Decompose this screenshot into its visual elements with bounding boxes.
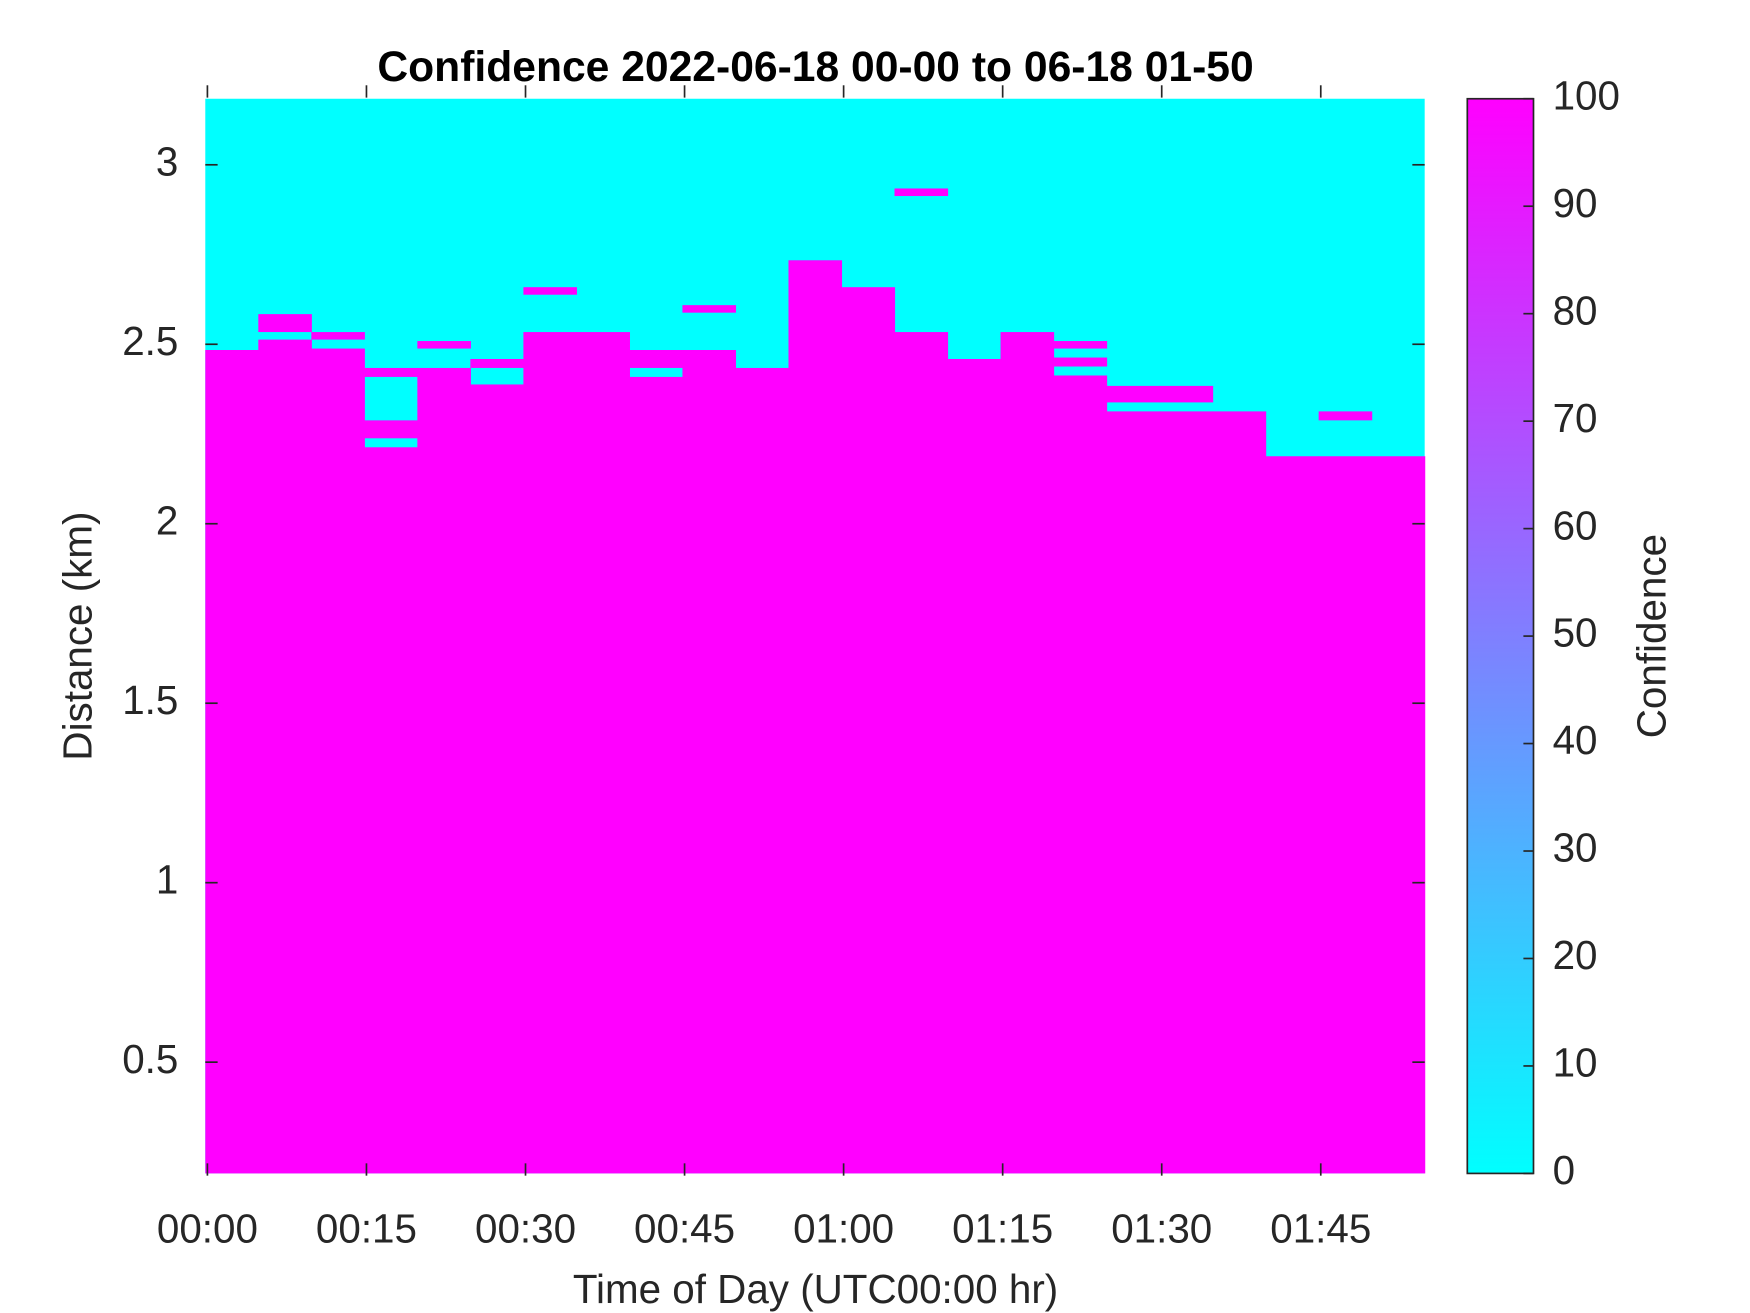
heatmap-cell bbox=[629, 350, 684, 368]
heatmap-cell bbox=[1159, 411, 1214, 1174]
heatmap-cell bbox=[1318, 456, 1373, 1174]
heatmap-cell bbox=[1106, 385, 1161, 403]
heatmap-cell bbox=[1265, 456, 1320, 1174]
heatmap-cell bbox=[470, 358, 524, 368]
heatmap-cell bbox=[311, 348, 365, 1174]
colorbar bbox=[1466, 97, 1535, 1175]
heatmap-cell bbox=[258, 314, 312, 333]
heatmap-cell bbox=[947, 358, 1002, 1174]
heatmap-cell bbox=[1053, 341, 1108, 349]
heatmap-cell bbox=[364, 367, 418, 377]
heatmap-cell bbox=[417, 341, 471, 349]
heatmap-cell bbox=[364, 447, 418, 1174]
y-tick-label: 1.5 bbox=[122, 677, 178, 723]
heatmap-cell bbox=[576, 332, 630, 1174]
y-tick-label: 3 bbox=[156, 138, 178, 184]
heatmap-cell bbox=[841, 287, 896, 1174]
x-tick-label: 00:45 bbox=[634, 1205, 735, 1251]
heatmap-cell bbox=[1000, 332, 1055, 1174]
heatmap-cell bbox=[1053, 375, 1108, 1174]
x-tick-label: 00:15 bbox=[316, 1205, 417, 1251]
heatmap-cell bbox=[1212, 411, 1267, 1174]
heatmap-cell bbox=[1053, 357, 1108, 367]
colorbar-tick-label: 50 bbox=[1553, 610, 1598, 656]
x-tick-label: 01:00 bbox=[793, 1205, 894, 1251]
chart-title: Confidence 2022-06-18 00-00 to 06-18 01-… bbox=[377, 43, 1253, 91]
x-tick-label: 01:30 bbox=[1111, 1205, 1212, 1251]
heatmap-cell bbox=[205, 350, 259, 1174]
x-tick-label: 01:15 bbox=[952, 1205, 1053, 1251]
heatmap bbox=[205, 98, 1426, 1174]
colorbar-tick-label: 100 bbox=[1553, 72, 1620, 118]
heatmap-cell bbox=[682, 350, 737, 1174]
colorbar-tick-label: 10 bbox=[1553, 1040, 1598, 1086]
x-tick-label: 01:45 bbox=[1270, 1205, 1371, 1251]
heatmap-cell bbox=[894, 332, 949, 1174]
colorbar-tick-label: 0 bbox=[1553, 1147, 1575, 1193]
heatmap-cell bbox=[364, 420, 418, 439]
heatmap-cell bbox=[894, 188, 949, 197]
heatmap-cell bbox=[258, 339, 312, 1174]
x-axis-label: Time of Day (UTC00:00 hr) bbox=[573, 1266, 1058, 1312]
colorbar-tick-label: 60 bbox=[1553, 502, 1598, 548]
heatmap-cell bbox=[629, 376, 684, 1174]
y-tick-label: 2 bbox=[156, 497, 178, 543]
colorbar-tick-label: 80 bbox=[1553, 287, 1598, 333]
colorbar-label: Confidence bbox=[1628, 534, 1674, 738]
x-tick-label: 00:00 bbox=[157, 1205, 258, 1251]
colorbar-tick-label: 30 bbox=[1553, 825, 1598, 871]
y-tick-label: 0.5 bbox=[122, 1036, 178, 1082]
heatmap-cell bbox=[1318, 411, 1373, 421]
heatmap-cell bbox=[1159, 385, 1214, 403]
heatmap-cell bbox=[1106, 411, 1161, 1174]
colorbar-tick-label: 70 bbox=[1553, 395, 1598, 441]
heatmap-cell bbox=[1371, 456, 1426, 1174]
colorbar-tick-label: 90 bbox=[1553, 180, 1598, 226]
heatmap-cell bbox=[311, 332, 365, 340]
colorbar-tick-label: 20 bbox=[1553, 932, 1598, 978]
heatmap-cell bbox=[788, 260, 843, 1174]
heatmap-cell bbox=[417, 367, 471, 1174]
heatmap-cell bbox=[682, 305, 737, 313]
heatmap-cell bbox=[523, 287, 577, 295]
y-tick-label: 1 bbox=[156, 856, 178, 902]
x-tick-label: 00:30 bbox=[475, 1205, 576, 1251]
heatmap-cell bbox=[735, 367, 790, 1174]
y-axis-label: Distance (km) bbox=[54, 512, 100, 761]
y-tick-label: 2.5 bbox=[122, 318, 178, 364]
colorbar-tick-label: 40 bbox=[1553, 717, 1598, 763]
heatmap-cell bbox=[470, 384, 524, 1174]
heatmap-cell bbox=[523, 332, 577, 1174]
